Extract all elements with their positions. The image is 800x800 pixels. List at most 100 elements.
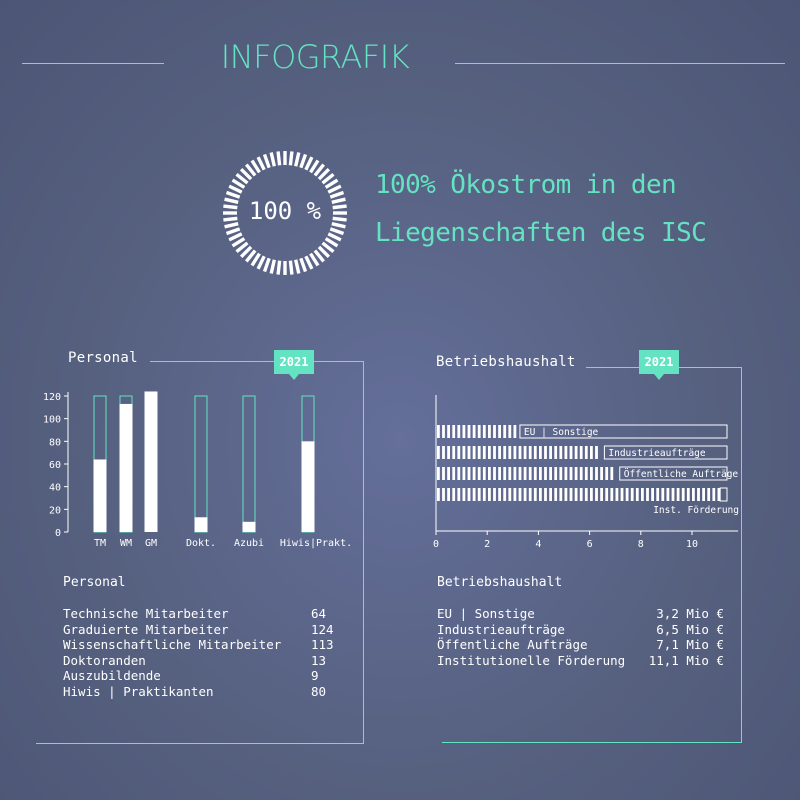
budget-year-tag: 2021 [639,350,679,380]
ring-tick [329,227,345,236]
ring-tick [324,178,339,189]
ring-tick [309,252,320,267]
ring-tick [288,260,294,275]
stat-value: 124 [311,621,334,637]
ring-tick [269,259,276,274]
budget-frame-top-right [679,367,742,368]
x-category-label: Dokt. [186,538,216,549]
ring-tick [223,204,238,210]
bar-label-box [519,424,728,439]
ring-percentage: 100 % [248,197,322,225]
budget-stats-title: Betriebshaushalt [437,575,563,590]
bar-capacity-outline [242,395,256,533]
ring-tick [327,184,342,194]
ring-tick [250,159,261,174]
ring-tick [225,227,241,236]
ring-tick [250,252,261,267]
bar-label: EU | Sonstige [524,427,599,438]
ring-tick [245,163,257,177]
ring-tick [223,216,238,222]
ring-tick [245,249,257,263]
ring-tick [321,173,335,185]
ring-tick [239,167,253,181]
personal-frame-top-left [150,361,274,362]
ring-tick [304,255,314,270]
ring-tick [256,255,266,270]
y-tick-label: 80 [49,437,61,448]
stat-name: Auszubildende [63,668,161,683]
ring-tick [331,197,346,204]
y-tick-label: 20 [49,505,61,516]
ring-tick [224,222,239,229]
bar-wm [119,403,133,532]
bar-capacity-outline [194,395,208,533]
ring-tick [299,257,308,273]
budget-frame-top-left [586,367,639,368]
budget-frame-right [741,367,742,743]
ring-tick [239,245,253,259]
ring-tick [332,216,347,222]
green-power-ring-icon [223,151,347,275]
ring-tick [228,232,243,242]
ring-tick [225,190,241,199]
x-tick-label: 6 [587,539,593,550]
ring-tick [317,245,331,259]
stat-value: 64 [311,606,327,621]
stat-name: EU | Sonstige [437,606,535,621]
stat-name: Industrieaufträge [437,621,565,637]
stat-value: 13 [311,652,327,668]
x-category-label: Hiwis|Prakt. [280,538,352,549]
stat-name: Doktoranden [63,652,146,668]
stat-value: 113 [311,637,334,652]
ring-tick [327,232,342,242]
ring-tick [299,153,308,169]
bar-azubi [242,521,256,532]
personal-panel-label: Personal [68,350,138,366]
y-tick-label: 40 [49,483,61,494]
y-tick-label: 120 [43,392,61,403]
ring-tick [262,257,271,273]
ring-tick [256,156,266,171]
ring-tick [269,152,276,167]
bar-1 [437,425,517,438]
x-tick-label: 2 [484,539,490,550]
stat-value: 11,1 Mio € [648,652,724,668]
ring-tick [313,249,325,263]
y-tick-label: 60 [49,460,61,471]
stat-name: Institutionelle Förderung [437,652,626,668]
x-category-label: Azubi [234,538,264,549]
personal-stats-title: Personal [63,575,126,590]
ring-tick [331,222,346,229]
bar-2 [437,446,598,459]
ring-tick [288,151,294,166]
ring-tick [231,237,246,248]
eco-headline-line2: Liegenschaften des ISC [375,218,707,248]
x-tick-label: 0 [433,539,439,550]
ring-tick [262,153,271,169]
bar-label-box [619,466,728,481]
stat-value: 3,2 Mio € [656,606,724,621]
stat-value: 80 [311,683,327,699]
personal-bar-chart: 0 20 40 60 80 100 120 TM WM GM Dokt. Azubi Hiwis|Pr… [43,391,352,549]
eco-headline-line1: 100% Ökostrom in den [375,170,677,200]
ring-tick [294,259,301,274]
ring-tick [313,163,325,177]
x-category-label: GM [145,538,157,549]
ring-tick [294,152,301,167]
ring-tick [332,204,347,210]
ring-tick [235,241,249,253]
stat-name: Technische Mitarbeiter [63,606,229,621]
stat-name: Öffentliche Aufträge [437,637,588,652]
stat-name: Graduierte Mitarbeiter [63,621,229,637]
ring-tick [276,260,282,275]
ring-tick [235,173,249,185]
personal-year-tag: 2021 [274,350,314,380]
bar-3 [437,467,614,480]
ring-tick [224,197,239,204]
ring-tick [324,237,339,248]
bar-gm [144,391,158,532]
budget-frame-bottom [442,742,742,743]
personal-frame-bottom [36,743,364,744]
title-rule-left [22,63,164,64]
personal-frame-right [363,361,364,744]
